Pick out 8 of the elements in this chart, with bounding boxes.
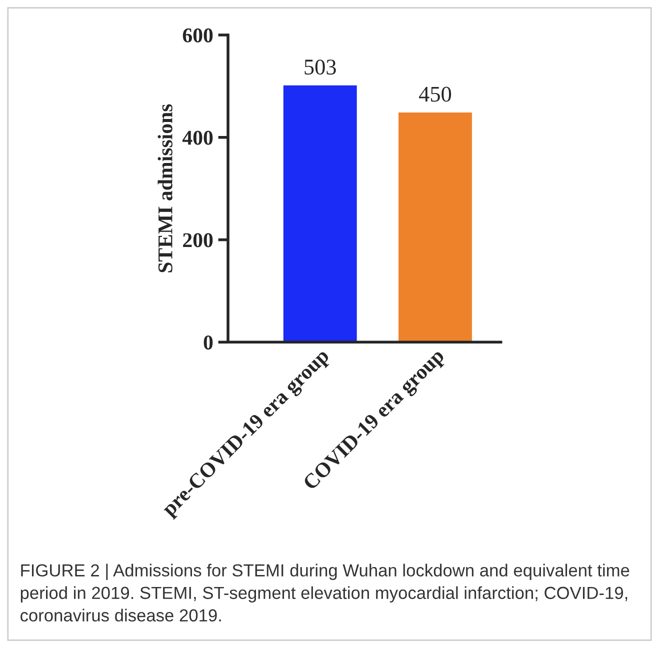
- y-tick-label: 0: [204, 336, 213, 350]
- y-tick-label: 400: [182, 130, 213, 145]
- data-label: 503: [304, 60, 336, 75]
- caption: FIGURE 2 | Admissions for STEMI during Wuhan lockdown and equivalent time period in 2019. STEMI, ST-segment elevation myocardial infarction; COVID-19, coronavirus disease 2019.: [20, 564, 630, 622]
- y-tick-label: 200: [183, 233, 213, 248]
- y-axis-title: STEMI admissions: [158, 104, 172, 272]
- y-tick-label: 600: [182, 28, 213, 42]
- data-label: 450: [418, 86, 452, 102]
